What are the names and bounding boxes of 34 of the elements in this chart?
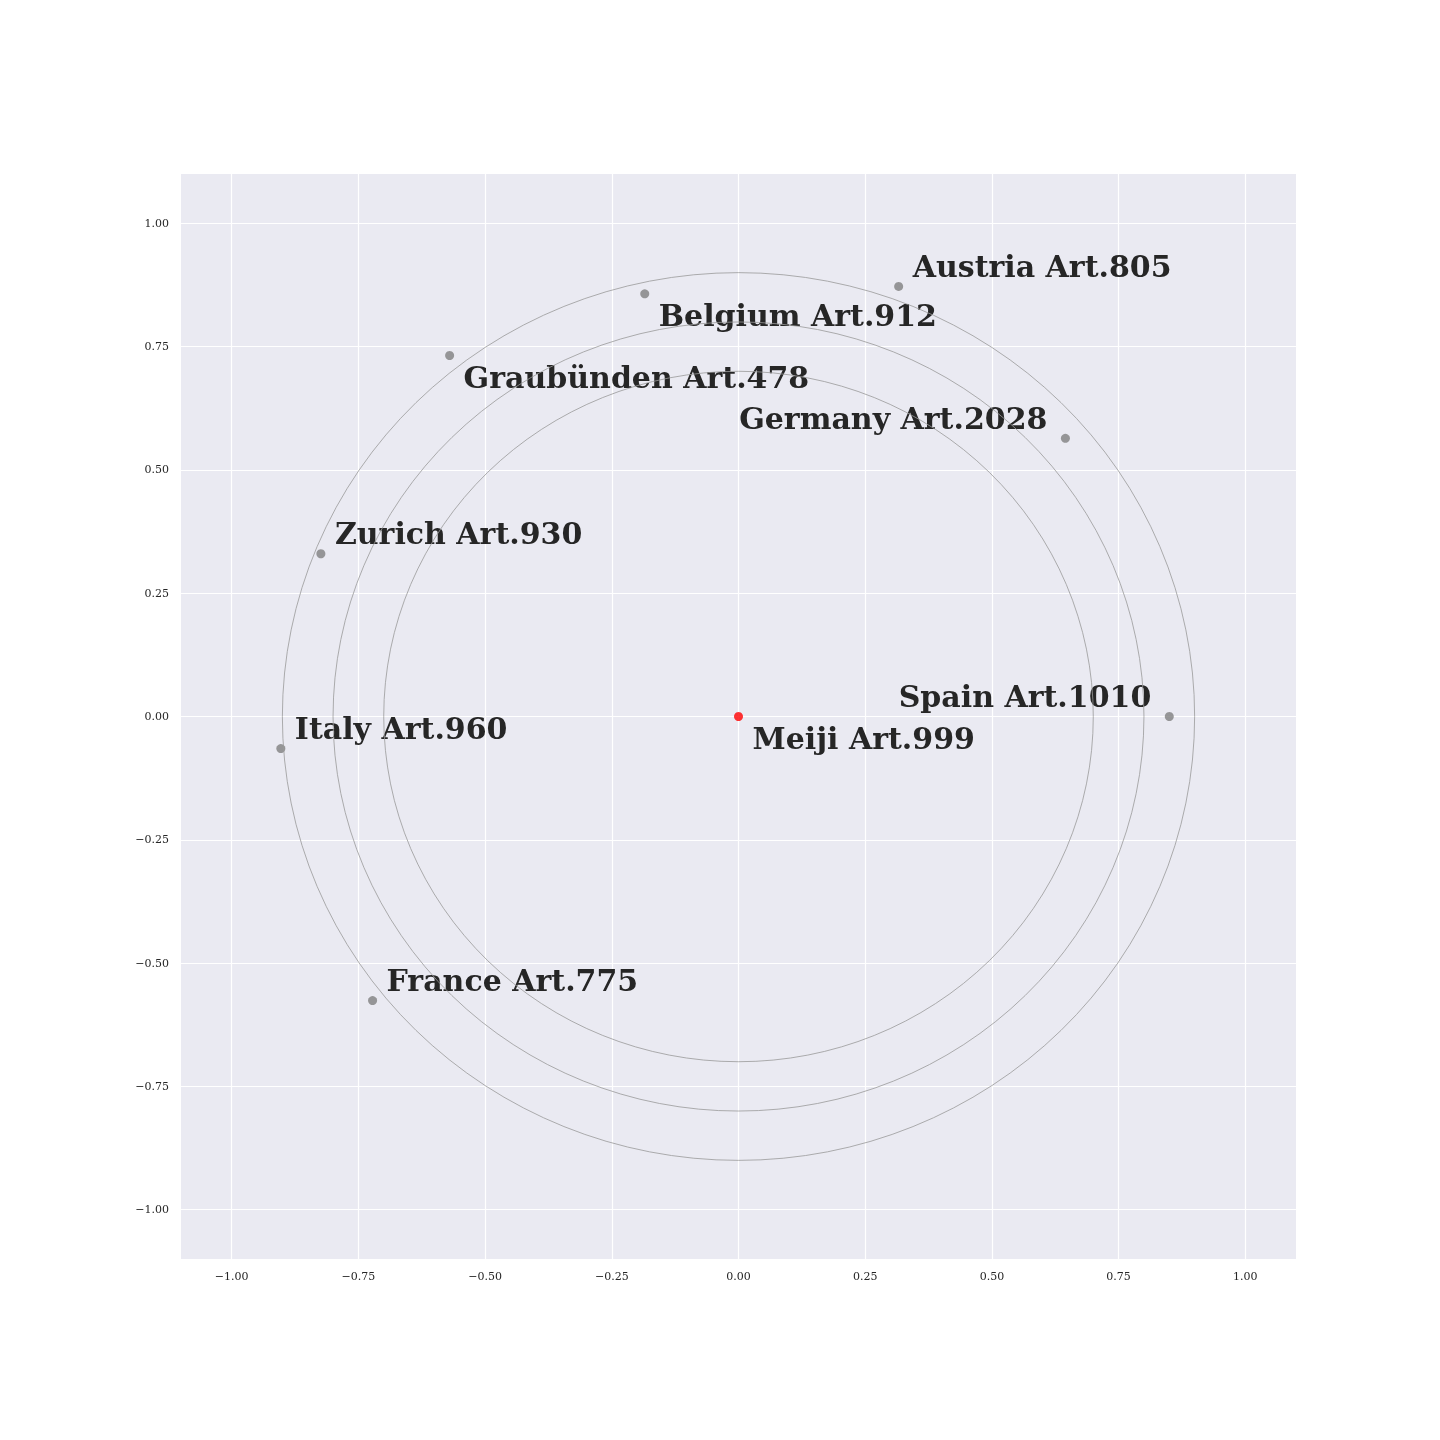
annotation: France Art.775 [386,963,639,999]
point [1164,712,1174,721]
y-tick-label: 0.75 [144,340,169,354]
x-tick-label: −0.75 [341,1270,376,1283]
x-tick-label: 0.25 [852,1270,878,1283]
point [445,350,455,360]
annotation: Germany Art.2028 [739,400,1048,436]
x-tick-label: −0.25 [594,1270,629,1283]
point [894,281,904,291]
y-tick-label: 1.00 [144,216,169,230]
y-tick-label: −0.25 [135,833,169,847]
annotation: Zurich Art.930 [334,516,583,552]
x-tick-label: 0.00 [726,1270,751,1283]
x-tick-label: 0.75 [1106,1270,1131,1283]
y-tick-label: 0.00 [144,710,169,723]
y-tick-label: −0.50 [135,956,169,970]
annotation: Graubünden Art.478 [463,359,810,395]
point [1060,433,1070,443]
x-tick-label: −1.00 [214,1270,249,1283]
annotation: Meiji Art.999 [752,721,975,756]
annotation: Spain Art.1010 [898,679,1152,714]
annotation: Italy Art.960 [294,711,508,747]
point [368,996,378,1006]
y-tick-label: 0.25 [144,586,169,600]
annotation: Belgium Art.912 [658,298,937,334]
point [316,549,326,559]
y-tick-label: −0.75 [135,1079,169,1093]
x-tick-label: −0.50 [468,1270,502,1283]
y-tick-label: 0.50 [144,463,169,477]
x-tick-label: 0.50 [979,1270,1005,1283]
x-tick-label: 1.00 [1233,1270,1258,1283]
annotation: Austria Art.805 [911,248,1172,284]
point [640,289,650,299]
y-tick-label: −1.00 [135,1203,169,1217]
